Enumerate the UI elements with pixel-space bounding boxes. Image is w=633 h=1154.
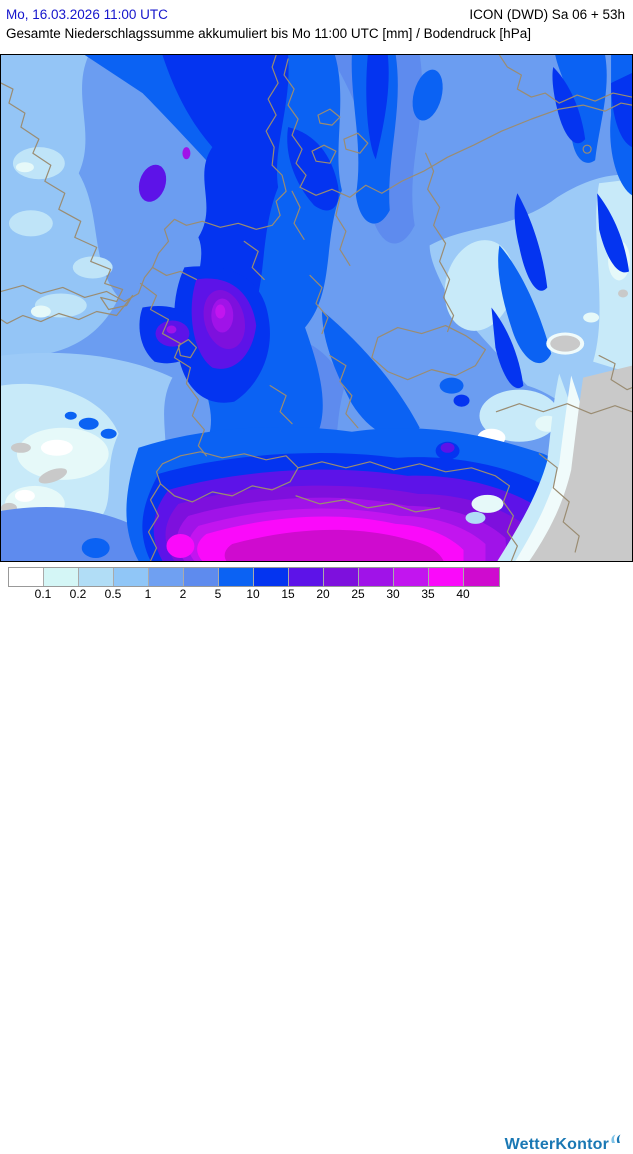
legend-color-box (464, 568, 499, 586)
country-borders (1, 55, 632, 561)
legend-tick-label: 35 (421, 587, 435, 601)
legend-tick-label: 15 (281, 587, 295, 601)
map-title: Gesamte Niederschlagssumme akkumuliert b… (6, 26, 531, 41)
legend-color-box (254, 568, 289, 586)
legend-tick-label: 5 (214, 587, 222, 601)
wetterkontor-logo: WetterKontor (504, 1134, 623, 1154)
legend-scale (8, 567, 500, 587)
legend-color-box (114, 568, 149, 586)
precipitation-map (0, 54, 633, 562)
legend-color-box (324, 568, 359, 586)
model-run-label: ICON (DWD) Sa 06 + 53h (469, 7, 625, 22)
legend-tick-label: 20 (316, 587, 330, 601)
legend-tick-label: 0.5 (104, 587, 122, 601)
legend-labels: 0.1 0.2 0.5 1 2 5 10 15 20 25 30 35 40 (8, 587, 508, 601)
legend-color-box (429, 568, 464, 586)
legend-color-box (184, 568, 219, 586)
legend-tick-label: 40 (456, 587, 470, 601)
swoosh-icon (610, 1132, 623, 1150)
legend-tick-label: 30 (386, 587, 400, 601)
legend-color-box (44, 568, 79, 586)
legend-tick-label: 0.2 (69, 587, 87, 601)
logo-text: WetterKontor (504, 1136, 609, 1153)
legend-color-box (359, 568, 394, 586)
legend-tick-label: 1 (144, 587, 152, 601)
legend-tick-label: 25 (351, 587, 365, 601)
legend-color-box (394, 568, 429, 586)
legend-color-box (219, 568, 254, 586)
legend-tick-label: 0.1 (34, 587, 52, 601)
legend: 0.1 0.2 0.5 1 2 5 10 15 20 25 30 35 40 WetterKontor (0, 562, 633, 1153)
map-canvas (1, 55, 632, 561)
header: Mo, 16.03.2026 11:00 UTC ICON (DWD) Sa 0… (0, 0, 633, 54)
legend-color-box (79, 568, 114, 586)
legend-tick-label: 10 (246, 587, 260, 601)
legend-tick-label: 2 (179, 587, 187, 601)
legend-color-box (289, 568, 324, 586)
legend-color-box (149, 568, 184, 586)
legend-color-box (9, 568, 44, 586)
datetime-label: Mo, 16.03.2026 11:00 UTC (6, 7, 168, 22)
